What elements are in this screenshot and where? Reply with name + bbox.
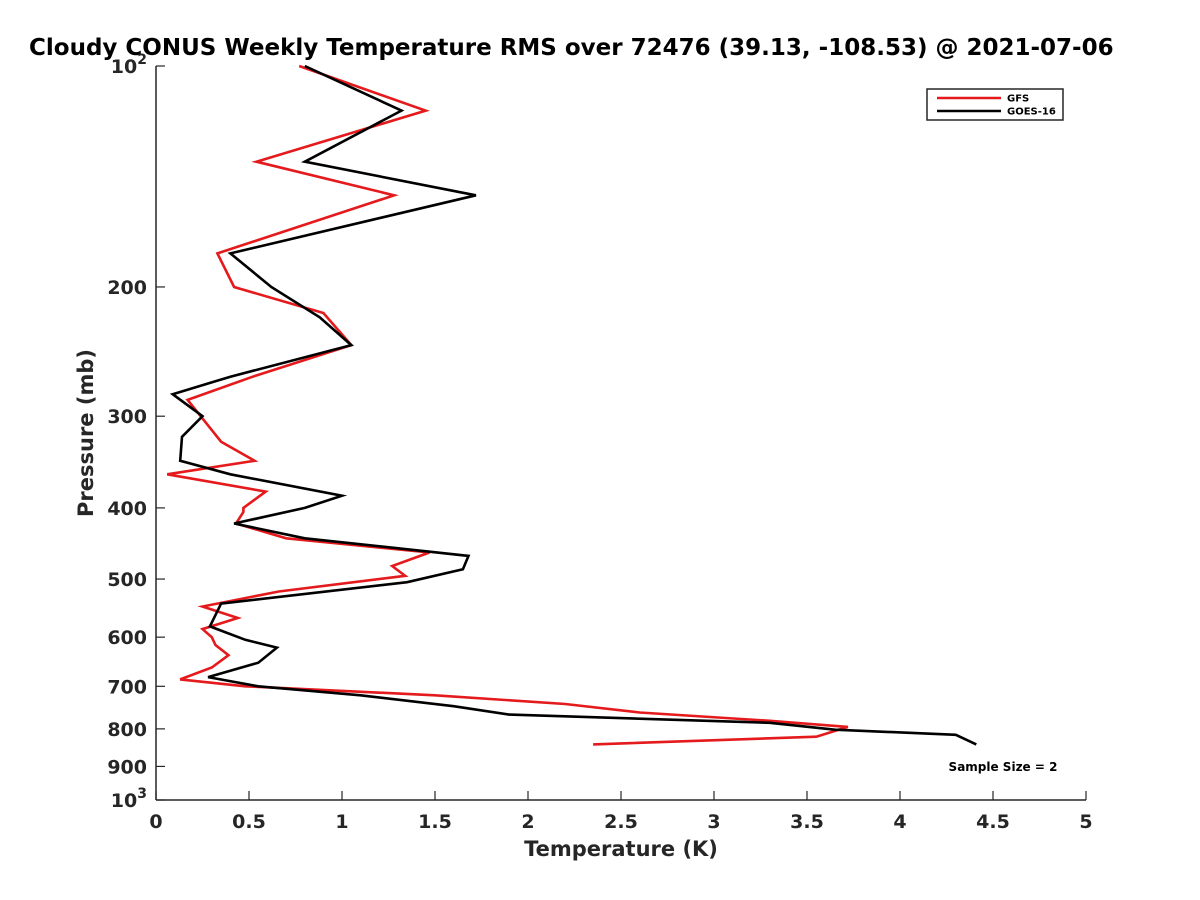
y-tick-label: 200 [107, 277, 147, 299]
legend-label: GOES-16 [1007, 107, 1056, 118]
y-tick-label-base: 500 [107, 569, 147, 591]
y-tick-label: 102 [111, 52, 147, 78]
y-tick-label: 900 [107, 756, 147, 778]
series-line-gfs [166, 64, 849, 746]
x-tick-label: 1.5 [418, 811, 452, 833]
legend-entries: GFS GOES-16 [937, 94, 1056, 118]
series-lines [166, 64, 977, 746]
series-line-goes-16 [169, 64, 977, 746]
y-tick-label-base: 800 [107, 719, 147, 741]
x-tick-label: 4 [893, 811, 906, 833]
y-tick-label: 800 [107, 719, 147, 741]
y-tick-label-base: 200 [107, 277, 147, 299]
legend-label: GFS [1007, 94, 1029, 105]
y-tick-label-base: 900 [107, 756, 147, 778]
y-tick-label: 700 [107, 676, 147, 698]
sample-size-annotation: Sample Size = 2 [949, 760, 1058, 774]
chart-title: Cloudy CONUS Weekly Temperature RMS over… [29, 35, 1114, 61]
y-tick-label-base: 700 [107, 676, 147, 698]
y-tick-label: 600 [107, 627, 147, 649]
y-tick-label-base: 10 [111, 790, 137, 812]
x-axis-label: Temperature (K) [524, 837, 718, 861]
x-tick-label: 4.5 [976, 811, 1010, 833]
y-tick-label-base: 400 [107, 498, 147, 520]
y-tick-label: 400 [107, 498, 147, 520]
x-tick-label: 3.5 [790, 811, 824, 833]
plot-area: 0 0.5 1 1.5 2 2.5 3 3.5 4 4.5 5 102200300400500600… [107, 52, 1092, 833]
y-tick-label-exponent: 3 [137, 786, 147, 802]
y-tick-label: 300 [107, 406, 147, 428]
y-tick-label-base: 10 [111, 56, 137, 78]
y-tick-label-base: 600 [107, 627, 147, 649]
y-tick-label: 500 [107, 569, 147, 591]
y-tick-label: 103 [111, 786, 147, 812]
y-axis-label: Pressure (mb) [74, 349, 98, 517]
y-tick-label-base: 300 [107, 406, 147, 428]
x-ticks: 0 0.5 1 1.5 2 2.5 3 3.5 4 4.5 5 [149, 791, 1093, 833]
legend-box [926, 88, 1064, 121]
x-tick-label: 5 [1079, 811, 1092, 833]
y-tick-label-exponent: 2 [137, 52, 147, 68]
x-tick-label: 0 [149, 811, 162, 833]
x-tick-label: 2 [521, 811, 534, 833]
x-tick-label: 1 [335, 811, 348, 833]
x-tick-label: 2.5 [604, 811, 638, 833]
x-tick-label: 3 [707, 811, 720, 833]
x-tick-label: 0.5 [232, 811, 266, 833]
legend: GFS GOES-16 [926, 88, 1064, 121]
